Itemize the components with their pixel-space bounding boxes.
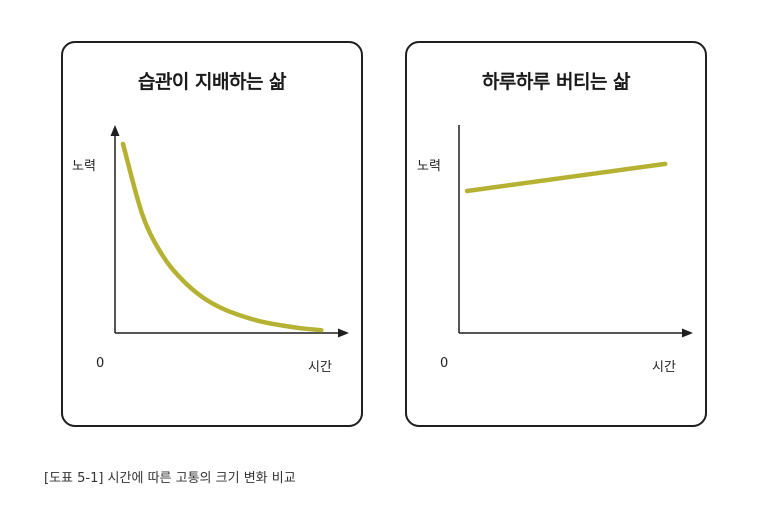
series-line-habit <box>120 141 324 333</box>
series-line-endure <box>464 161 668 194</box>
x-axis-arrow-icon <box>338 328 349 338</box>
origin-label: 0 <box>96 356 105 371</box>
chart-title: 하루하루 버티는 삶 <box>481 71 631 93</box>
y-axis-label: 노력 <box>417 159 441 174</box>
origin-label: 0 <box>440 356 449 371</box>
x-axis-label: 시간 <box>652 360 676 375</box>
chart-panel-endure: 하루하루 버티는 삶 노력 0 시간 <box>405 41 707 427</box>
x-axis-arrow-icon <box>682 328 693 338</box>
x-axis-label: 시간 <box>308 360 332 375</box>
chart-plot-endure <box>458 125 693 338</box>
y-axis-label: 노력 <box>72 159 96 174</box>
y-axis-arrow-icon <box>110 125 120 136</box>
chart-panel-habit: 습관이 지배하는 삶 노력 0 시간 <box>61 41 363 427</box>
figure-caption: [도표 5-1] 시간에 따른 고통의 크기 변화 비교 <box>44 471 296 486</box>
chart-title: 습관이 지배하는 삶 <box>137 71 287 93</box>
chart-plot-habit <box>110 125 349 338</box>
